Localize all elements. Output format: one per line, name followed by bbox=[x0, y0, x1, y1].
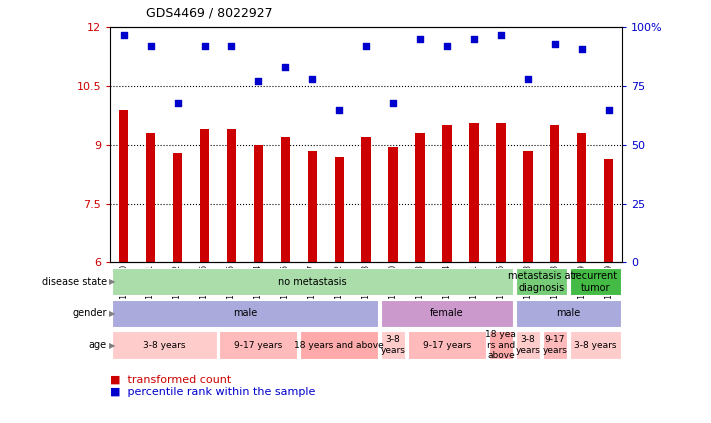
Point bbox=[333, 106, 345, 113]
Point bbox=[576, 45, 587, 52]
Bar bbox=[300, 332, 378, 359]
Bar bbox=[381, 332, 405, 359]
Text: disease state: disease state bbox=[41, 277, 107, 287]
Bar bbox=[308, 151, 317, 262]
Text: 3-8
years: 3-8 years bbox=[380, 335, 405, 355]
Point bbox=[522, 76, 533, 82]
Text: male: male bbox=[232, 308, 257, 319]
Bar bbox=[254, 145, 263, 262]
Text: gender: gender bbox=[72, 308, 107, 319]
Text: male: male bbox=[556, 308, 580, 319]
Bar bbox=[515, 332, 540, 359]
Text: 3-8 years: 3-8 years bbox=[574, 341, 616, 350]
Text: ■  percentile rank within the sample: ■ percentile rank within the sample bbox=[110, 387, 316, 397]
Bar bbox=[361, 137, 371, 262]
Bar bbox=[281, 137, 290, 262]
Bar bbox=[550, 125, 560, 262]
Text: ▶: ▶ bbox=[109, 309, 115, 318]
Point bbox=[118, 31, 129, 38]
Text: recurrent
tumor: recurrent tumor bbox=[572, 271, 618, 293]
Bar bbox=[381, 300, 513, 327]
Bar bbox=[146, 133, 155, 262]
Text: ▶: ▶ bbox=[109, 341, 115, 350]
Text: 9-17
years: 9-17 years bbox=[542, 335, 567, 355]
Bar bbox=[570, 332, 621, 359]
Bar bbox=[119, 110, 129, 262]
Bar bbox=[523, 151, 533, 262]
Bar bbox=[469, 124, 479, 262]
Text: age: age bbox=[89, 340, 107, 350]
Point bbox=[603, 106, 614, 113]
Point bbox=[415, 36, 426, 43]
Bar bbox=[219, 332, 297, 359]
Text: ■  transformed count: ■ transformed count bbox=[110, 374, 232, 385]
Bar bbox=[408, 332, 486, 359]
Bar bbox=[112, 332, 217, 359]
Bar bbox=[334, 157, 344, 262]
Point bbox=[279, 64, 291, 71]
Bar bbox=[515, 268, 567, 295]
Text: 18 years and above: 18 years and above bbox=[294, 341, 384, 350]
Text: 3-8
years: 3-8 years bbox=[515, 335, 540, 355]
Bar bbox=[542, 332, 567, 359]
Bar bbox=[415, 133, 424, 262]
Bar bbox=[570, 268, 621, 295]
Bar bbox=[577, 133, 587, 262]
Text: ▶: ▶ bbox=[109, 277, 115, 286]
Point bbox=[172, 99, 183, 106]
Text: no metastasis: no metastasis bbox=[278, 277, 346, 287]
Point bbox=[549, 41, 560, 47]
Bar bbox=[173, 153, 182, 262]
Bar bbox=[112, 268, 513, 295]
Bar bbox=[488, 332, 513, 359]
Point bbox=[442, 43, 453, 49]
Point bbox=[360, 43, 372, 49]
Point bbox=[252, 78, 264, 85]
Text: 3-8 years: 3-8 years bbox=[143, 341, 186, 350]
Text: 9-17 years: 9-17 years bbox=[234, 341, 282, 350]
Point bbox=[306, 76, 318, 82]
Text: 9-17 years: 9-17 years bbox=[423, 341, 471, 350]
Bar bbox=[388, 147, 398, 262]
Bar bbox=[515, 300, 621, 327]
Point bbox=[387, 99, 399, 106]
Point bbox=[145, 43, 156, 49]
Bar bbox=[200, 129, 209, 262]
Bar bbox=[112, 300, 378, 327]
Bar bbox=[604, 159, 614, 262]
Text: metastasis at
diagnosis: metastasis at diagnosis bbox=[508, 271, 574, 293]
Point bbox=[495, 31, 506, 38]
Text: GDS4469 / 8022927: GDS4469 / 8022927 bbox=[146, 6, 272, 19]
Bar bbox=[496, 124, 506, 262]
Text: 18 yea
rs and
above: 18 yea rs and above bbox=[486, 330, 516, 360]
Bar bbox=[442, 125, 451, 262]
Bar bbox=[227, 129, 236, 262]
Point bbox=[226, 43, 237, 49]
Point bbox=[469, 36, 480, 43]
Text: female: female bbox=[430, 308, 464, 319]
Point bbox=[199, 43, 210, 49]
